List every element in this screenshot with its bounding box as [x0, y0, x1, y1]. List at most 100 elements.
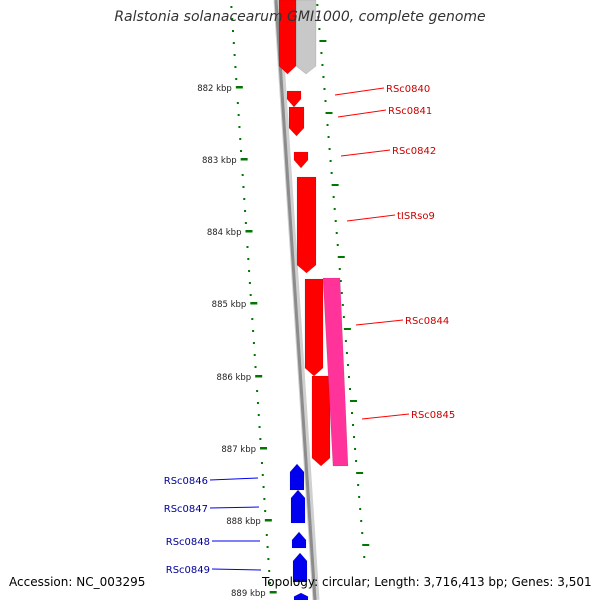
gene-label-forward[interactable]: RSc0844: [405, 316, 449, 327]
gene-label-forward[interactable]: RSc0845: [411, 410, 455, 421]
outer-ring-tick: [320, 52, 323, 54]
gene-label-forward[interactable]: RSc0840: [386, 84, 430, 95]
gene-arrow-forward: [311, 375, 331, 467]
outer-ring-tick: [328, 148, 331, 150]
scale-minor-tick: [243, 198, 246, 200]
gene-label-reverse[interactable]: RSc0849: [166, 565, 210, 576]
outer-ring-tick: [318, 28, 321, 30]
gene-label-reverse[interactable]: RSc0847: [164, 504, 208, 515]
outer-ring-tick: [341, 304, 344, 306]
outer-ring-tick: [356, 472, 364, 474]
scale-major-tick: [235, 86, 243, 89]
gene-leader-line: [209, 506, 260, 509]
outer-ring-tick: [340, 292, 343, 294]
outer-ring-tick: [329, 160, 332, 162]
scale-minor-tick: [252, 330, 255, 332]
outer-ring-tick: [325, 112, 333, 114]
scale-minor-tick: [238, 126, 241, 128]
outer-ring-tick: [355, 460, 358, 462]
scale-minor-tick: [266, 546, 269, 548]
scale-label: 889 kbp: [231, 589, 266, 599]
outer-ring-tick: [327, 136, 330, 138]
scale-minor-tick: [257, 414, 260, 416]
outer-ring-tick: [347, 376, 350, 378]
gene-label-forward[interactable]: tISRso9: [397, 211, 435, 222]
gene-label-forward[interactable]: RSc0842: [392, 146, 436, 157]
outer-ring-tick: [357, 484, 360, 486]
scale-label: 883 kbp: [202, 156, 237, 166]
scale-major-tick: [245, 230, 253, 233]
outer-ring-tick: [338, 268, 341, 270]
scale-label: 882 kbp: [197, 84, 232, 94]
scale-minor-tick: [233, 54, 236, 56]
genome-backbone: [274, 0, 317, 600]
scale-minor-tick: [265, 534, 268, 536]
outer-ring-tick: [343, 328, 351, 330]
scale-minor-tick: [256, 390, 259, 392]
outer-ring-tick: [361, 532, 364, 534]
scale-major-tick: [260, 447, 268, 450]
gene-arrow-forward: [304, 278, 324, 377]
scale-minor-tick: [246, 246, 249, 248]
gene-leader-line: [361, 413, 410, 420]
scale-minor-tick: [231, 18, 234, 20]
scale-minor-tick: [253, 354, 256, 356]
outer-ring-tick: [353, 436, 356, 438]
scale-minor-tick: [251, 318, 254, 320]
accession-text: Accession: NC_003295: [9, 575, 146, 589]
scale-minor-tick: [237, 114, 240, 116]
scale-major-tick: [269, 591, 277, 594]
scale-label: 886 kbp: [217, 373, 252, 383]
scale-minor-tick: [267, 558, 270, 560]
outer-ring-tick: [354, 448, 357, 450]
scale-label: 888 kbp: [226, 517, 261, 527]
scale-minor-tick: [258, 426, 261, 428]
gene-leader-line: [337, 109, 387, 118]
scale-minor-tick: [242, 186, 245, 188]
gene-label-forward[interactable]: RSc0841: [388, 106, 432, 117]
scale-minor-tick: [263, 498, 266, 500]
gene-arrow-forward: [286, 90, 302, 108]
gene-label-reverse[interactable]: RSc0846: [164, 476, 208, 487]
scale-minor-tick: [244, 210, 247, 212]
gene-label-reverse[interactable]: RSc0848: [166, 537, 210, 548]
outer-ring-tick: [337, 256, 345, 258]
scale-minor-tick: [232, 30, 235, 32]
scale-minor-tick: [234, 66, 237, 68]
outer-ring-tick: [358, 496, 361, 498]
gene-leader-line: [340, 149, 391, 157]
scale-minor-tick: [260, 462, 263, 464]
scale-minor-tick: [249, 294, 252, 296]
scale-minor-tick: [254, 366, 257, 368]
gene-arrow-forward: [296, 176, 317, 274]
outer-ring-tick: [326, 124, 329, 126]
outer-ring-tick: [346, 364, 349, 366]
genome-summary-text: Topology: circular; Length: 3,716,413 bp…: [262, 575, 592, 589]
outer-ring-tick: [323, 88, 326, 90]
outer-ring-tick: [345, 352, 348, 354]
scale-label: 884 kbp: [207, 228, 242, 238]
scale-label: 887 kbp: [221, 445, 256, 455]
gene-arrow-forward: [293, 151, 309, 169]
scale-minor-tick: [236, 102, 239, 104]
gene-arrow-reverse: [291, 531, 307, 549]
outer-ring-tick: [351, 412, 354, 414]
scale-major-tick: [240, 158, 248, 161]
outer-ring-tick: [362, 544, 370, 546]
outer-ring-tick: [331, 184, 339, 186]
genome-title: Ralstonia solanacearum GMI1000, complete…: [114, 9, 486, 25]
scale-minor-tick: [230, 6, 233, 8]
outer-ring-tick: [332, 196, 335, 198]
outer-ring-tick: [333, 208, 336, 210]
outer-ring-tick: [321, 64, 324, 66]
scale-minor-tick: [259, 438, 262, 440]
gene-leader-line: [211, 568, 262, 571]
outer-ring-tick: [322, 76, 325, 78]
scale-minor-tick: [268, 570, 271, 572]
outer-ring-tick: [336, 244, 339, 246]
scale-minor-tick: [235, 78, 238, 80]
outer-ring-tick: [342, 316, 345, 318]
gene-arrow-reverse: [290, 489, 306, 524]
outer-ring-tick: [339, 280, 342, 282]
